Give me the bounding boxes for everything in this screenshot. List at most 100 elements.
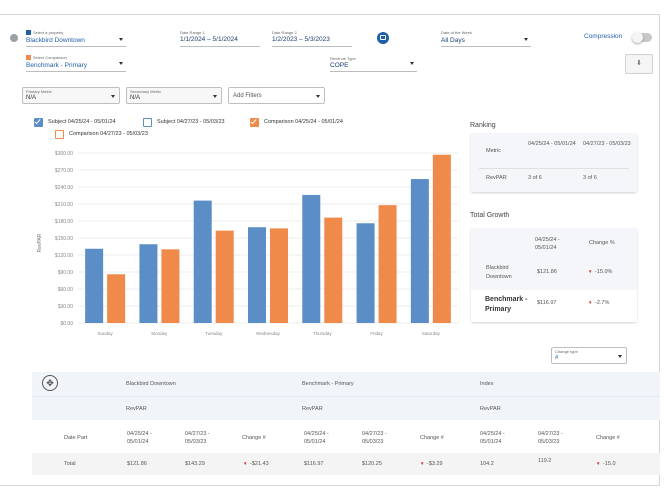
legend-comparison-1-checkbox[interactable] [250,117,259,127]
property-color-icon [26,30,31,35]
comparison-bar-saturday[interactable] [432,154,451,323]
table-total-label: Total [64,461,76,467]
property-select[interactable]: Blackbird Downtown [26,37,85,44]
ranking-col2-header: 04/27/23 - 05/03/23 [583,141,631,147]
legend-subject-1-checkbox[interactable] [34,117,43,127]
total-growth-row2-value: $116.97 [537,300,557,306]
total-growth-title: Total Growth [470,212,510,219]
ranking-card: 04/25/24 - 05/01/24 04/27/23 - 05/03/23 … [471,133,637,192]
total-growth-row2-change: -2.7% [595,300,610,306]
ranking-row-label: RevPAR [486,175,507,181]
table-total-v2: $143.29 [185,461,205,467]
secondary-metric-select[interactable]: Secondary Metric N/A [126,87,222,104]
total-growth-row2-name: Benchmark - Primary [485,296,528,313]
table-metric-3: RevPAR [480,406,501,412]
comparison-color-icon [26,55,31,60]
add-filters-select[interactable]: Add Filters [228,87,325,104]
legend-comparison-1-label: Comparison 04/25/24 - 05/01/24 [264,119,343,125]
change-type-select[interactable]: Change type # [551,347,627,364]
date-range-2-input[interactable]: 1/2/2023 – 5/3/2023 [272,36,330,43]
table-col-a-1: 04/25/24 - 05/01/24 [127,431,152,445]
property-chevron-down-icon[interactable] [119,38,123,41]
revenue-type-select[interactable]: COPE [330,62,349,69]
legend-comparison-2-checkbox[interactable] [55,130,64,139]
add-filters-label: Add Filters [233,93,262,99]
primary-metric-label: Primary Metric [26,89,52,94]
app-frame [0,14,660,486]
ranking-title: Ranking [470,122,496,129]
comparison-chevron-down-icon[interactable] [119,62,123,65]
table-total-v9: -15.0 [603,461,616,467]
comparison-bar-thursday[interactable] [324,217,343,323]
chart-y-tick-label: $30.00 [58,304,74,310]
chart-y-tick-label: $240.00 [55,185,73,191]
chart-y-tick-label: $90.00 [58,270,74,276]
comparison-bar-tuesday[interactable] [215,230,234,323]
total-growth-row1-change: -15.0% [595,269,613,275]
total-growth-row2-change-down-icon: ▼ [588,300,593,305]
subject-bar-monday[interactable] [139,244,158,323]
table-group-2: Benchmark - Primary [302,381,354,387]
day-of-week-label: Date of the Week [441,30,472,35]
comparison-bar-wednesday[interactable] [270,228,288,323]
subject-bar-saturday[interactable] [410,179,429,323]
add-filters-chevron-down-icon [316,95,320,98]
comparison-bar-monday[interactable] [161,249,180,323]
revenue-type-chevron-down-icon[interactable] [410,62,414,65]
secondary-metric-label: Secondary Metric [130,89,162,94]
move-columns-icon[interactable]: ✥ [42,375,58,391]
legend-subject-2-checkbox[interactable] [143,118,152,127]
comparison-bar-sunday[interactable] [107,274,126,323]
date-range-1-input[interactable]: 1/1/2024 – 5/1/2024 [180,36,238,43]
table-col-change-1: Change # [242,435,266,441]
table-col-a-2: 04/25/24 - 05/01/24 [304,431,329,445]
subject-bar-wednesday[interactable] [248,227,266,323]
comparison-select[interactable]: Benchmark - Primary [26,62,88,69]
subject-bar-friday[interactable] [356,223,375,323]
subject-bar-sunday[interactable] [85,248,104,323]
day-of-week-select[interactable]: All Days [441,37,465,44]
secondary-metric-chevron-down-icon [213,95,217,98]
total-growth-col1-header: 04/25/24 - 05/01/24 [535,237,560,251]
chart-y-tick-label: $180.00 [55,219,73,225]
table-col-b-3: 04/27/23 - 05/03/23 [538,431,563,445]
calendar-icon[interactable] [377,32,389,44]
download-button[interactable]: ⬇ [625,54,653,74]
secondary-metric-value: N/A [130,95,141,101]
table-total-v5: $120.25 [362,461,382,467]
chart-x-category-label: Friday [370,331,383,336]
change-type-value: # [555,355,559,361]
revpar-bar-chart: $300.00 $270.00 $240.00 $210.00 $180.00 $150.… [37,151,458,336]
chart-y-tick-label: $270.00 [55,168,73,174]
legend-subject-1-label: Subject 04/25/24 - 05/01/24 [48,119,116,125]
ranking-col1-header: 04/25/24 - 05/01/24 [528,141,576,147]
table-total-v4: $116.97 [304,461,324,467]
chart-x-category-label: Wednesday [256,331,280,336]
compression-toggle[interactable] [632,32,652,43]
download-icon: ⬇ [636,60,642,67]
chart-x-category-label: Monday [151,331,168,336]
table-group-1: Blackbird Downtown [126,381,176,387]
collapse-toggle-icon[interactable] [10,34,18,42]
chart-x-category-label: Tuesday [205,331,223,336]
total-growth-col2-header: Change % [589,240,615,246]
day-of-week-chevron-down-icon[interactable] [524,38,528,41]
change-type-label: Change type [555,349,578,354]
table-metric-2: RevPAR [302,406,323,412]
chart-y-tick-label: $60.00 [58,287,74,293]
compression-toggle-label: Compression [584,33,623,40]
table-total-v8: 119.2 [538,458,552,464]
primary-metric-select[interactable]: Primary Metric N/A [22,87,120,104]
chart-x-category-label: Sunday [98,331,114,336]
subject-bar-thursday[interactable] [302,194,321,323]
table-total-v9-down-icon: ▼ [596,461,601,466]
table-total-v3-down-icon: ▼ [243,461,248,466]
table-metric-1: RevPAR [126,406,147,412]
table-total-v3: -$21.43 [250,461,269,467]
ranking-val2: 3 of 6 [583,175,597,181]
total-growth-card: 04/25/24 - 05/01/24 Change % Blackbird D… [471,228,637,322]
table-col-change-2: Change # [420,435,444,441]
date-range-1-label: Date Range 1 [180,30,205,35]
comparison-bar-friday[interactable] [378,205,397,323]
subject-bar-tuesday[interactable] [193,200,212,323]
